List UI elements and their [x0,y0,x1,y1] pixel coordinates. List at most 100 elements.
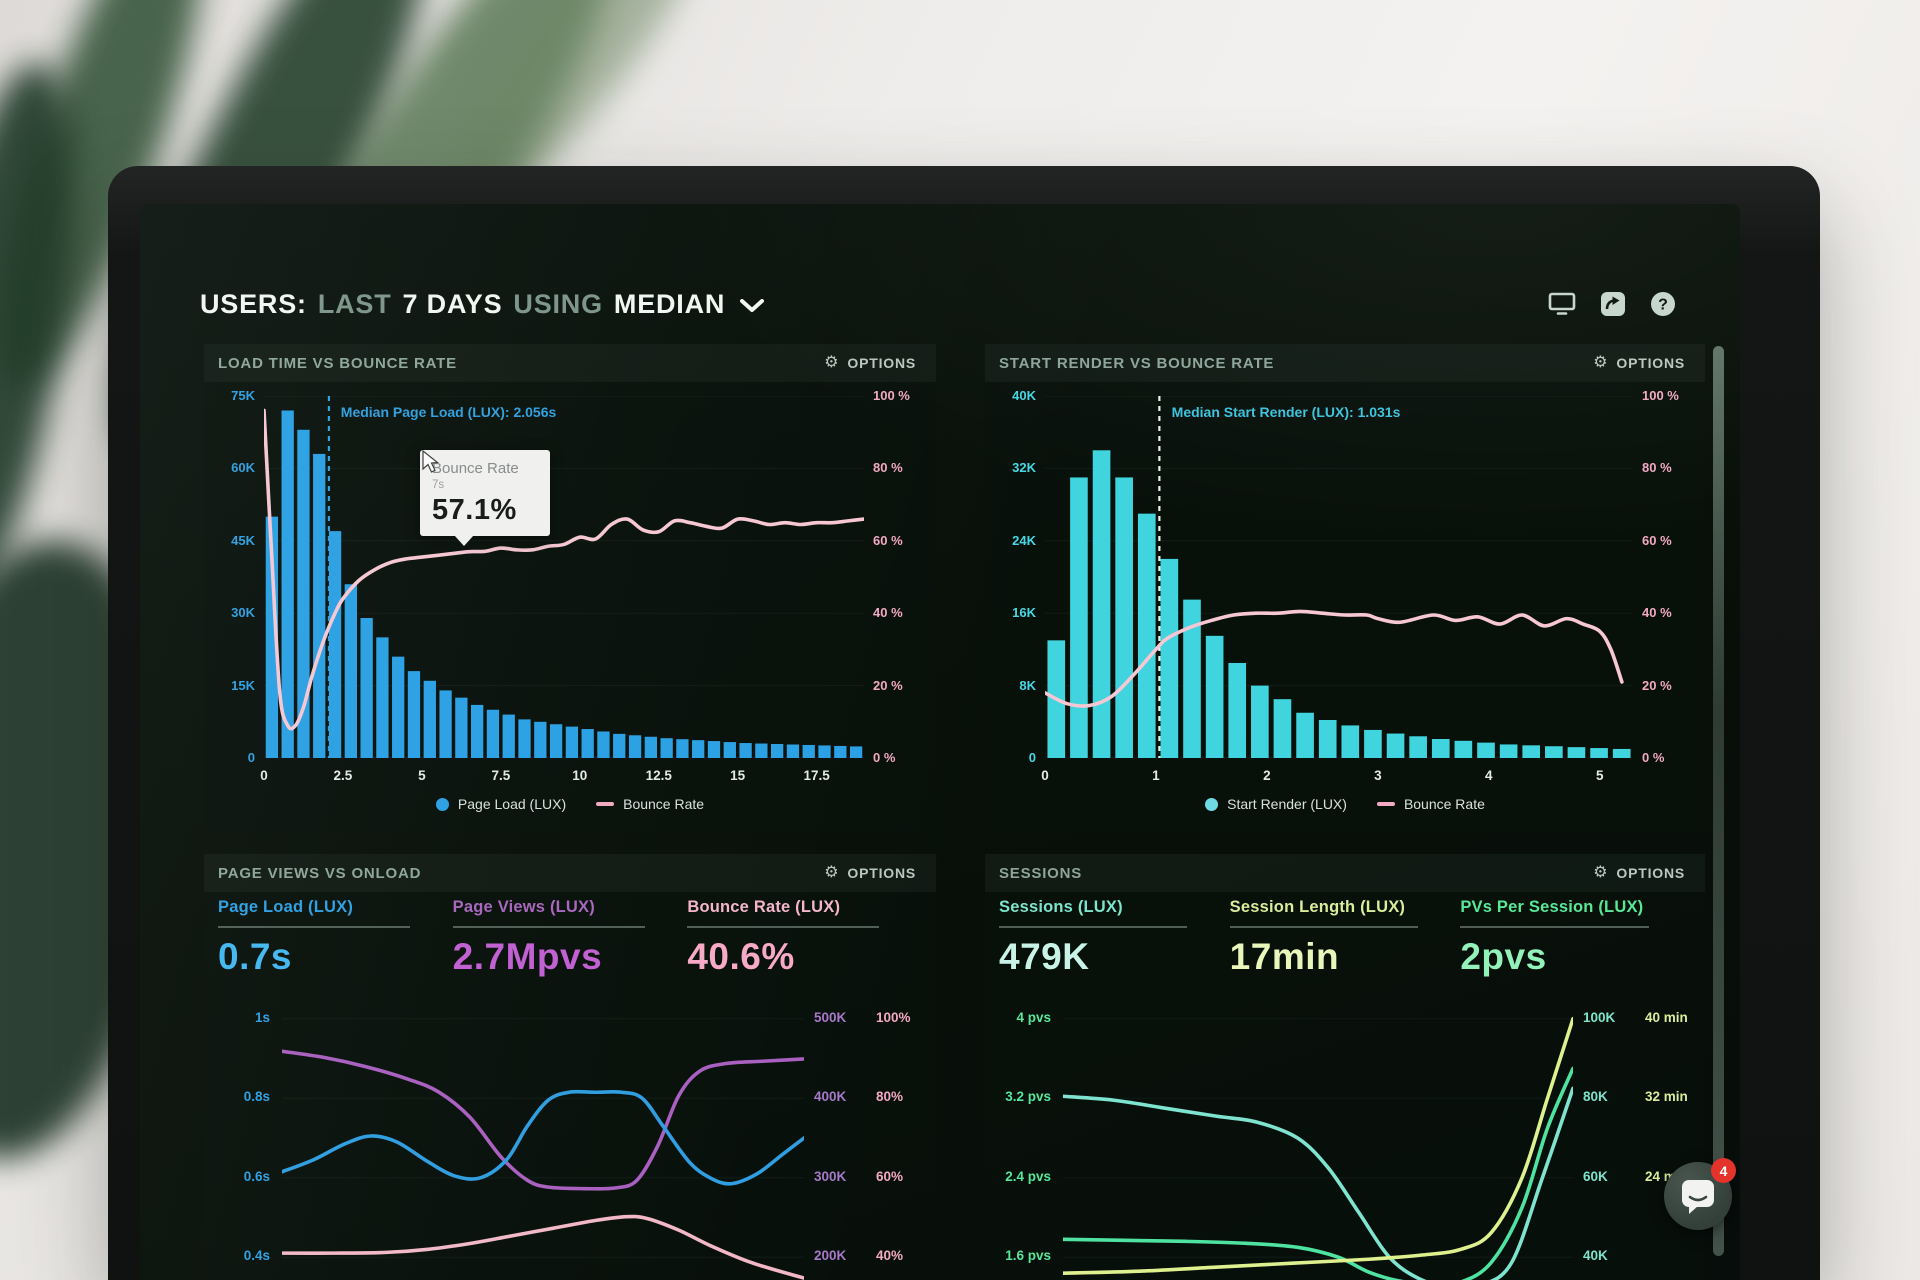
axis-row: 0.6s [212,1169,282,1184]
axis-tick-label: 200K [814,1248,847,1264]
axis-tick-label: 7.5 [491,768,511,783]
panel-header: START RENDER VS BOUNCE RATE ⚙ OPTIONS [985,344,1705,382]
axis-tick-label: 40% [876,1248,904,1264]
axis-tick-label: 45K [231,532,255,548]
axis-row: 1.6 pvs [993,1248,1063,1263]
tooltip-pointer [454,535,474,547]
options-button[interactable]: ⚙ OPTIONS [818,354,922,372]
axis-tick-label: 15K [231,677,255,693]
legend-item[interactable]: Bounce Rate [596,796,704,812]
gear-icon: ⚙ [1593,354,1609,371]
mouse-cursor-icon [422,450,440,474]
panel-sessions: SESSIONS ⚙ OPTIONS Sessions (LUX) 479K S… [985,854,1705,1280]
chat-bubble-icon [1682,1180,1714,1214]
axis-tick-label: 20 % [873,677,903,693]
axis-tick-label: 80% [876,1089,904,1105]
axis-tick-label [1639,1248,1645,1263]
axis-row: 40K [1573,1248,1697,1263]
axis-row: 3.2 pvs [993,1089,1063,1104]
dashboard-screen: USERS: LAST 7 DAYS USING MEDIAN [140,204,1740,1280]
gear-icon: ⚙ [1593,864,1609,881]
tooltip: Bounce Rate 7s 57.1% [420,450,550,547]
options-button[interactable]: ⚙ OPTIONS [1587,354,1691,372]
axis-tick-label: 1.6 pvs [1005,1248,1051,1264]
chart-plot[interactable]: Median Page Load (LUX): 2.056s Bounce Ra… [264,396,864,758]
axis-tick-label: 100K [1583,1009,1616,1025]
axis-tick-label: 75K [231,388,255,403]
share-icon[interactable] [1600,291,1626,317]
gear-icon: ⚙ [824,354,840,371]
panel-title: SESSIONS [999,864,1083,882]
scrollbar[interactable] [1713,346,1724,1256]
options-button[interactable]: ⚙ OPTIONS [818,864,922,882]
axis-row: 4 pvs [993,1010,1063,1025]
axis-tick-label: 15 [730,768,746,783]
axis-row: 2.4 pvs [993,1169,1063,1184]
legend-item[interactable]: Page Load (LUX) [435,796,567,812]
axis-tick-label: 0 [247,750,255,765]
panel-title: LOAD TIME VS BOUNCE RATE [218,354,457,372]
legend-label: Bounce Rate [623,796,705,812]
legend-item[interactable]: Bounce Rate [1376,796,1485,812]
y-axis-right: 100 % 80 % 60 % 40 % 20 % 0 % [864,388,928,765]
axis-tick-label: 300K [814,1168,847,1184]
axis-tick-label: 3.2 pvs [1005,1089,1051,1105]
axis-row: 80K 32 min [1573,1089,1697,1104]
axis-tick-label: 80 % [1642,460,1672,476]
axis-tick-label: 80 % [873,460,903,476]
legend-dot-swatch [435,797,449,811]
chart-plot[interactable] [1063,996,1573,1280]
x-axis: 0 2.5 5 7.5 10 12.5 15 17.5 [260,768,864,790]
axis-tick-label: 5 [418,768,426,783]
y-axis-right: 500K 100% 400K 80% 300K 60% 200K 40% [804,996,928,1280]
chart-plot[interactable]: Median Start Render (LUX): 1.031s [1045,396,1633,758]
y-axis-left: 40K 32K 24K 16K 8K 0 [993,388,1045,765]
axis-row: 200K 40% [804,1248,928,1263]
axis-tick-label: 60 % [1642,532,1672,548]
metric-page-load: Page Load (LUX) 0.7s [218,898,453,992]
monitor-icon[interactable] [1548,292,1576,316]
options-button[interactable]: ⚙ OPTIONS [1587,864,1691,882]
axis-tick-label: 40K [1012,388,1036,403]
chart-plot[interactable] [282,996,804,1280]
notification-badge: 4 [1711,1158,1736,1183]
legend-label: Bounce Rate [1403,796,1485,812]
chevron-down-icon [740,299,765,312]
axis-tick-label: 0.4s [243,1248,270,1264]
y-axis-right: 100K 40 min 80K 32 min 60K 24 min 40K [1573,996,1697,1280]
axis-tick-label: 80K [1583,1089,1608,1105]
axis-tick-label: 32 min [1645,1089,1688,1105]
dashboard-header: USERS: LAST 7 DAYS USING MEDIAN [200,278,1710,330]
metrics-row: Page Load (LUX) 0.7s Page Views (LUX) 2.… [218,898,922,992]
axis-tick-label: 40 min [1645,1009,1688,1025]
y-axis-left: 1s 0.8s 0.6s 0.4s [212,996,282,1280]
metric-session-length: Session Length (LUX) 17min [1229,898,1461,992]
legend-line-swatch [1376,802,1395,806]
metric-bounce-rate: Bounce Rate (LUX) 40.6% [687,898,922,992]
axis-tick-label: 2 [1263,768,1271,783]
legend-label: Page Load (LUX) [457,796,567,812]
axis-row: 400K 80% [804,1089,928,1104]
axis-tick-label: 2.4 pvs [1005,1168,1051,1184]
axis-tick-label: 100 % [873,388,910,403]
axis-tick-label: 20 % [1642,677,1672,693]
axis-row: 1s [212,1010,282,1025]
svg-text:?: ? [1658,297,1668,314]
panel-header: PAGE VIEWS VS ONLOAD ⚙ OPTIONS [204,854,936,892]
axis-tick-label: 500K [814,1009,847,1025]
axis-tick-label: 0 [260,768,268,783]
tooltip-subtitle: 7s [432,479,445,492]
axis-row: 0.8s [212,1089,282,1104]
axis-tick-label: 0 % [1642,750,1665,765]
help-icon[interactable]: ? [1650,291,1676,317]
panel-header: SESSIONS ⚙ OPTIONS [985,854,1705,892]
axis-tick-label: 0.8s [243,1089,270,1105]
chat-widget-button[interactable]: 4 [1664,1158,1736,1230]
axis-tick-label: 32K [1012,460,1036,476]
legend-item[interactable]: Start Render (LUX) [1205,796,1347,812]
axis-tick-label: 8K [1019,677,1036,693]
timeframe-selector[interactable]: LAST 7 DAYS USING MEDIAN [318,289,765,320]
axis-tick-label: 17.5 [803,768,830,783]
axis-tick-label: 3 [1374,768,1382,783]
